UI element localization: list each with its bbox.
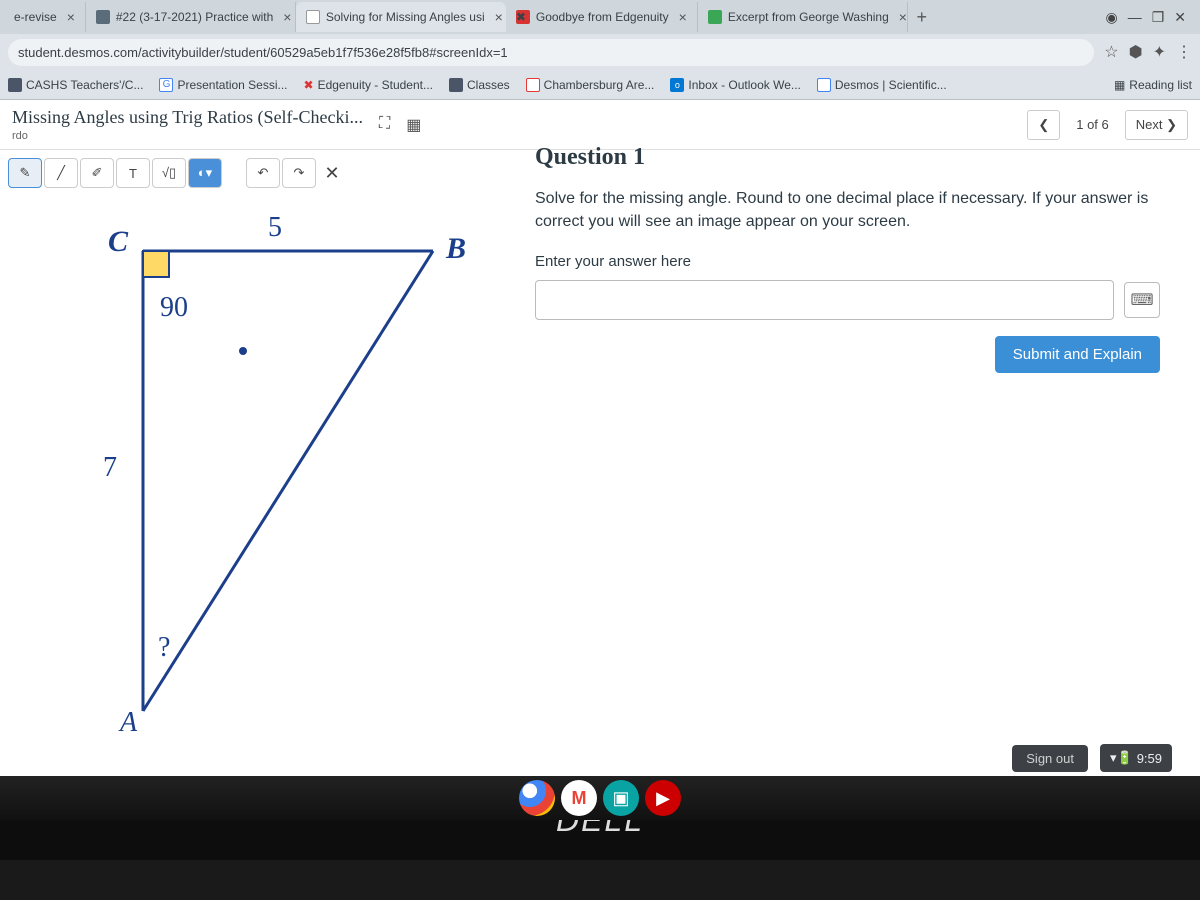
extension-icon[interactable]: ⬢ xyxy=(1129,42,1143,62)
reading-list-button[interactable]: ▦ Reading list xyxy=(1114,78,1192,92)
vertex-c: C xyxy=(108,225,129,258)
favicon-icon xyxy=(96,10,110,24)
math-keyboard-icon[interactable]: ⌨ xyxy=(1124,282,1160,318)
side-left: 7 xyxy=(103,452,117,483)
bookmark-classes[interactable]: Classes xyxy=(449,78,510,92)
bookmark-icon: G xyxy=(159,78,173,92)
close-window-icon[interactable]: ✕ xyxy=(1174,9,1186,26)
prev-button[interactable]: ❮ xyxy=(1027,110,1060,140)
clock: ▾🔋 9:59 xyxy=(1100,744,1172,772)
bookmark-icon: o xyxy=(670,78,684,92)
tab-washington[interactable]: Excerpt from George Washing × xyxy=(698,2,908,32)
angle-unknown: ? xyxy=(158,632,170,663)
pencil-tool[interactable]: ✐ xyxy=(80,158,114,188)
store-icon[interactable]: ▣ xyxy=(603,780,639,816)
activity-subtitle: rdo xyxy=(12,130,363,142)
close-icon[interactable]: × xyxy=(679,9,687,25)
tab-label: Goodbye from Edgenuity xyxy=(536,10,669,24)
side-top: 5 xyxy=(268,212,282,243)
bookmark-presentation[interactable]: GPresentation Sessi... xyxy=(159,78,287,92)
browser-tabs: e-revise × #22 (3-17-2021) Practice with… xyxy=(0,0,1200,34)
list-icon: ▦ xyxy=(1114,78,1125,92)
chrome-icon[interactable] xyxy=(519,780,555,816)
bookmark-icon: ✖ xyxy=(304,78,314,92)
tab-edgenuity[interactable]: ✖ Goodbye from Edgenuity × xyxy=(506,2,698,32)
tab-erevise[interactable]: e-revise × xyxy=(4,2,86,32)
bookmark-chambersburg[interactable]: Chambersburg Are... xyxy=(526,78,655,92)
question-heading: Question 1 xyxy=(535,144,1160,171)
bookmark-icon xyxy=(449,78,463,92)
clear-tool[interactable]: ✕ xyxy=(318,163,346,184)
star-icon[interactable]: ☆ xyxy=(1104,42,1118,62)
tab-label: Excerpt from George Washing xyxy=(728,10,889,24)
sign-out-button[interactable]: Sign out xyxy=(1012,745,1088,772)
taskbar: M ▣ ▶ xyxy=(0,776,1200,820)
vertex-a: A xyxy=(118,707,138,736)
tab-practice[interactable]: #22 (3-17-2021) Practice with × xyxy=(86,2,296,32)
address-bar: student.desmos.com/activitybuilder/stude… xyxy=(0,34,1200,70)
bookmarks-bar: CASHS Teachers'/C... GPresentation Sessi… xyxy=(0,70,1200,100)
puzzle-icon[interactable]: ✦ xyxy=(1153,42,1166,62)
favicon-icon: ✖ xyxy=(516,10,530,24)
new-tab-button[interactable]: + xyxy=(908,7,936,28)
tab-label: Solving for Missing Angles usi xyxy=(326,10,485,24)
triangle-diagram: C B A 5 7 90 ? xyxy=(8,196,488,736)
bookmark-icon xyxy=(526,78,540,92)
account-icon[interactable]: ◉ xyxy=(1105,9,1117,26)
bookmark-outlook[interactable]: oInbox - Outlook We... xyxy=(670,78,801,92)
tab-label: #22 (3-17-2021) Practice with xyxy=(116,10,273,24)
answer-input[interactable] xyxy=(535,280,1114,320)
activity-title: Missing Angles using Trig Ratios (Self-C… xyxy=(12,107,363,128)
bookmark-icon xyxy=(8,78,22,92)
page-indicator: 1 of 6 xyxy=(1068,117,1117,132)
submit-button[interactable]: Submit and Explain xyxy=(995,336,1160,373)
url-input[interactable]: student.desmos.com/activitybuilder/stude… xyxy=(8,39,1094,66)
redo-tool[interactable]: ↷ xyxy=(282,158,316,188)
youtube-icon[interactable]: ▶ xyxy=(645,780,681,816)
answer-prompt: Enter your answer here xyxy=(535,253,1160,270)
tab-solving-angles[interactable]: Solving for Missing Angles usi × xyxy=(296,2,506,32)
battery-icon: ▾🔋 xyxy=(1110,750,1133,766)
maximize-icon[interactable]: ❐ xyxy=(1152,9,1165,26)
menu-icon[interactable]: ⋮ xyxy=(1176,42,1192,62)
tab-label: e-revise xyxy=(14,10,57,24)
minimize-icon[interactable]: — xyxy=(1128,9,1142,26)
close-icon[interactable]: × xyxy=(67,9,75,25)
text-tool[interactable]: T xyxy=(116,158,150,188)
color-tool[interactable]: ◐▾ xyxy=(188,158,222,188)
next-button[interactable]: Next ❯ xyxy=(1125,110,1188,140)
close-icon[interactable]: × xyxy=(495,9,503,25)
question-panel: Question 1 Solve for the missing angle. … xyxy=(495,150,1200,780)
vertex-b: B xyxy=(445,232,466,265)
bookmark-icon xyxy=(817,78,831,92)
bookmark-edgenuity[interactable]: ✖Edgenuity - Student... xyxy=(304,78,433,92)
sketch-toolbar: ✎ ╱ ✐ T √▯ ◐▾ ↶ ↷ ✕ xyxy=(0,150,495,196)
bookmark-desmos[interactable]: Desmos | Scientific... xyxy=(817,78,947,92)
close-icon[interactable]: × xyxy=(283,9,291,25)
math-tool[interactable]: √▯ xyxy=(152,158,186,188)
grid-icon[interactable]: ▦ xyxy=(406,115,421,135)
select-tool[interactable]: ✎ xyxy=(8,158,42,188)
close-icon[interactable]: × xyxy=(899,9,907,25)
gmail-icon[interactable]: M xyxy=(561,780,597,816)
undo-tool[interactable]: ↶ xyxy=(246,158,280,188)
line-tool[interactable]: ╱ xyxy=(44,158,78,188)
sketch-canvas[interactable]: ✎ ╱ ✐ T √▯ ◐▾ ↶ ↷ ✕ xyxy=(0,150,495,780)
activity-header: Missing Angles using Trig Ratios (Self-C… xyxy=(0,100,1200,150)
favicon-icon xyxy=(306,10,320,24)
bookmark-cashs[interactable]: CASHS Teachers'/C... xyxy=(8,78,143,92)
favicon-icon xyxy=(708,10,722,24)
fullscreen-icon[interactable]: ⛶ xyxy=(379,115,390,135)
question-text: Solve for the missing angle. Round to on… xyxy=(535,187,1160,233)
angle-90: 90 xyxy=(160,292,188,323)
